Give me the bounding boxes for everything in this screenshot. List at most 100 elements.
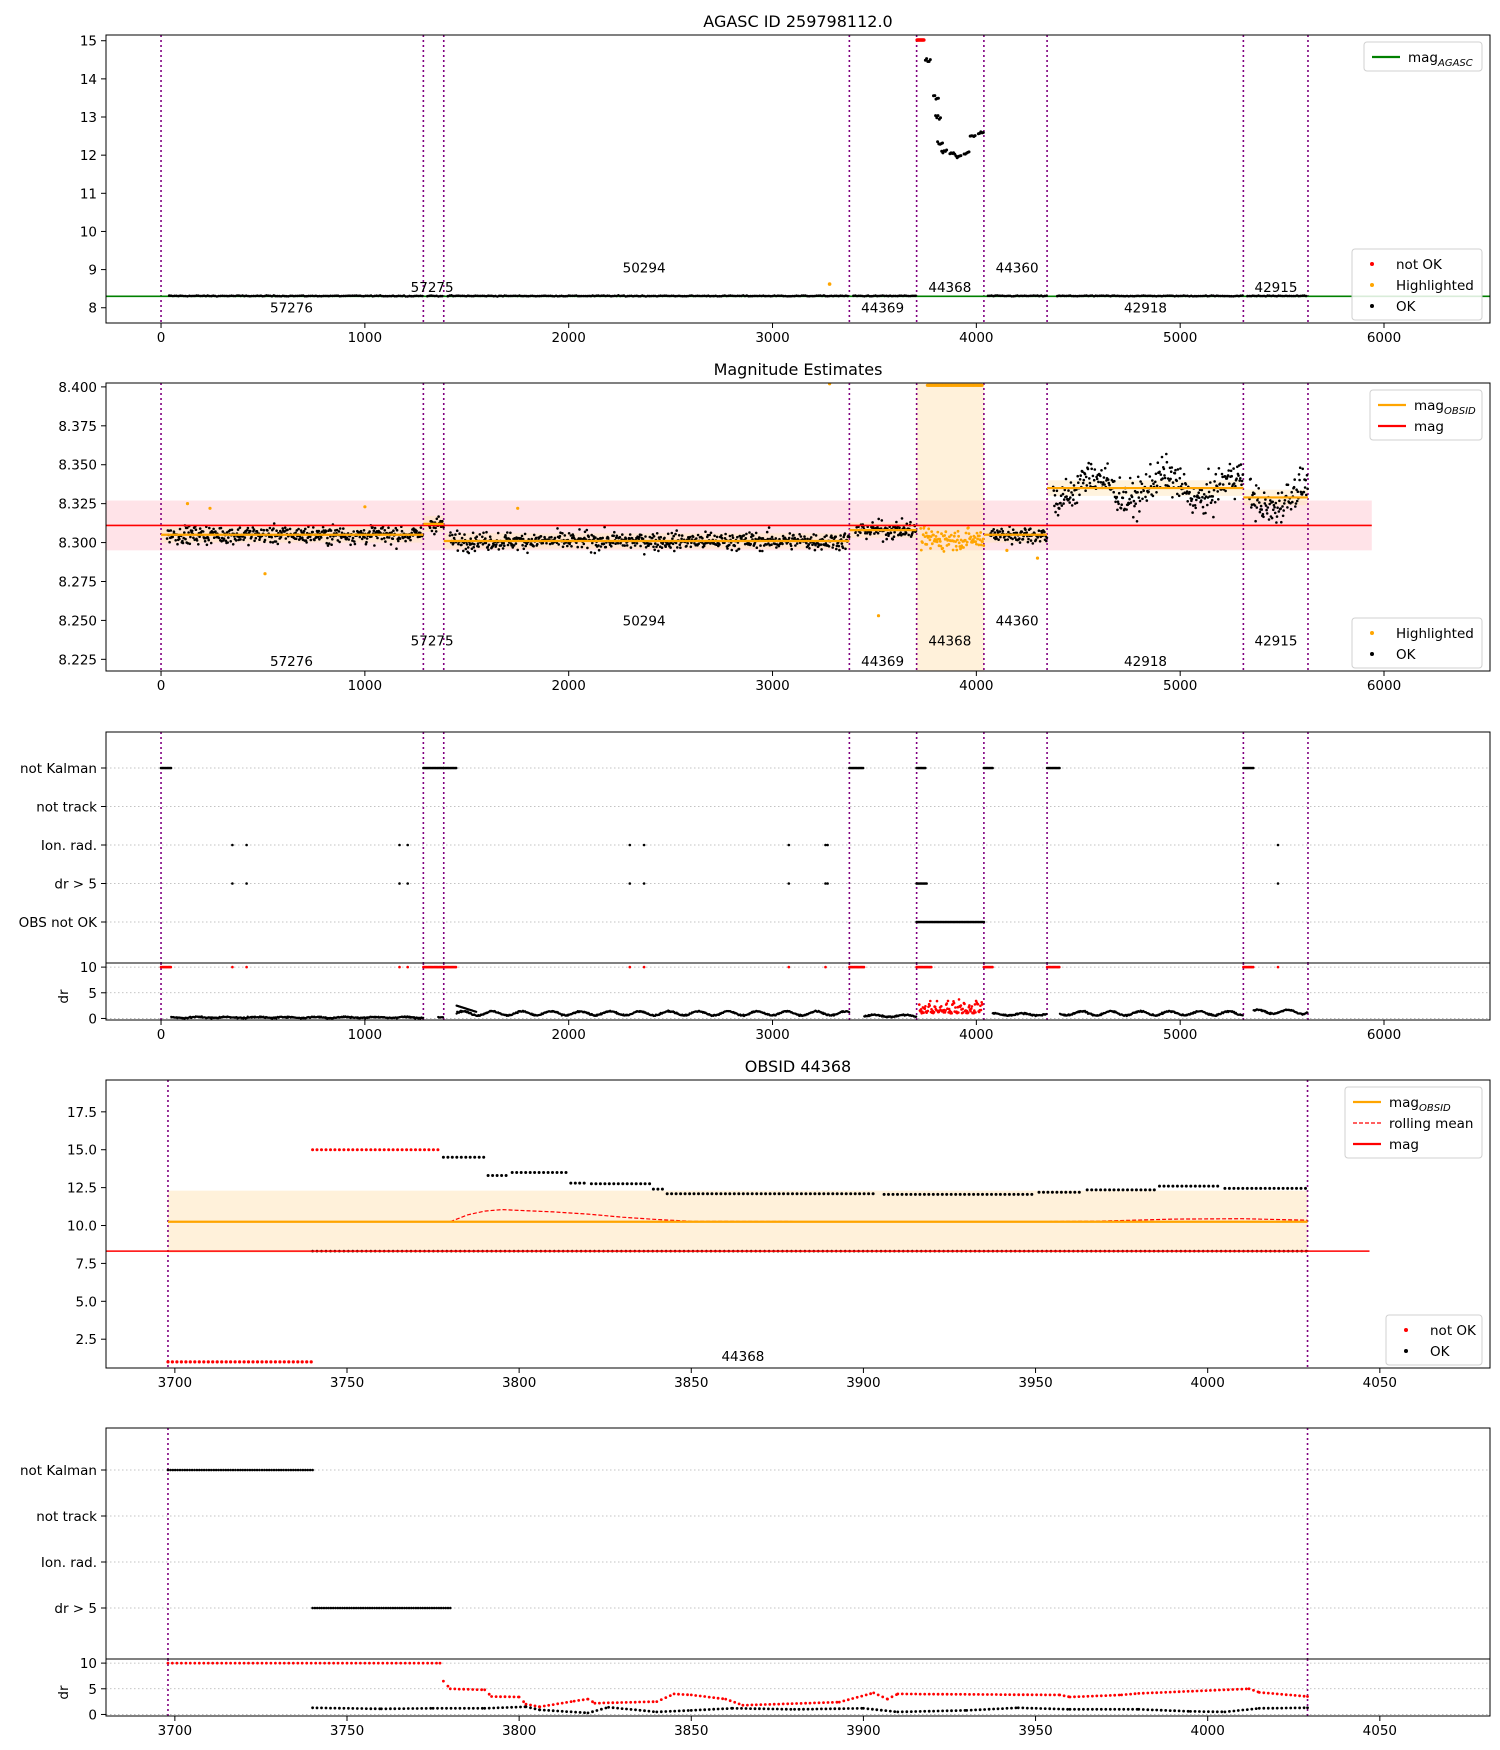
data-point — [907, 533, 910, 537]
highlighted-point — [974, 540, 978, 543]
data-point — [1262, 515, 1265, 519]
data-point — [1201, 495, 1204, 499]
chart-title: AGASC ID 259798112.0 — [703, 12, 892, 31]
data-point — [914, 294, 918, 298]
data-point — [644, 546, 648, 549]
data-point — [770, 535, 774, 539]
data-point — [1021, 294, 1025, 298]
data-point — [594, 536, 597, 539]
data-point — [449, 531, 452, 534]
data-point — [1296, 490, 1300, 494]
flag-point — [446, 1606, 450, 1610]
data-point — [1306, 487, 1309, 491]
highlighted-point — [975, 542, 978, 546]
not-ok-point — [363, 1661, 367, 1665]
data-point — [887, 534, 890, 537]
flag-point — [265, 1468, 269, 1472]
data-point — [1065, 495, 1068, 498]
data-point — [1272, 508, 1275, 512]
data-point — [752, 294, 756, 298]
data-point — [464, 547, 468, 551]
highlighted-point — [975, 531, 979, 535]
data-point — [1007, 530, 1010, 534]
data-point — [673, 549, 676, 553]
data-point — [686, 542, 689, 545]
data-point — [281, 527, 285, 530]
data-point — [630, 537, 634, 540]
not-ok-point — [494, 1695, 498, 1698]
not-ok-point — [171, 1661, 174, 1665]
flag-point — [375, 1606, 379, 1610]
not-ok-point — [503, 1695, 507, 1699]
flag-point — [178, 1468, 182, 1472]
data-point — [1088, 481, 1092, 485]
data-point — [1283, 502, 1286, 505]
data-point — [1281, 505, 1284, 508]
data-point — [530, 537, 534, 541]
data-point — [803, 537, 807, 541]
data-point — [1162, 467, 1166, 471]
flag-point — [205, 1468, 208, 1472]
data-point — [431, 294, 435, 298]
data-point — [254, 536, 258, 540]
data-point — [521, 543, 524, 547]
data-point — [497, 294, 501, 298]
data-point — [1166, 294, 1169, 298]
flag-point — [292, 1468, 295, 1472]
data-point — [1201, 505, 1205, 509]
data-point — [462, 541, 466, 545]
data-point — [718, 294, 721, 298]
data-point — [843, 532, 847, 535]
data-point — [838, 548, 841, 552]
data-point — [623, 544, 626, 547]
data-point — [864, 531, 867, 535]
data-point — [582, 294, 585, 298]
data-point — [311, 530, 315, 534]
legend-frame — [1369, 389, 1483, 441]
data-point — [536, 542, 539, 546]
data-point — [1182, 472, 1186, 476]
flag-point — [322, 1606, 326, 1610]
data-point — [1090, 467, 1093, 471]
data-point — [834, 535, 837, 538]
data-point — [1306, 1011, 1309, 1014]
data-point — [1067, 489, 1070, 492]
data-point — [718, 543, 721, 546]
data-point — [1138, 294, 1142, 298]
data-point — [329, 294, 332, 298]
data-point — [360, 537, 364, 541]
data-point — [1289, 507, 1293, 511]
data-point — [1070, 294, 1074, 298]
data-point — [520, 537, 523, 541]
data-point — [1099, 474, 1102, 478]
data-point — [601, 536, 604, 540]
data-point — [811, 543, 814, 546]
data-point — [967, 150, 971, 154]
data-point — [638, 535, 641, 539]
data-point — [317, 529, 321, 533]
data-point — [1076, 474, 1079, 478]
data-point — [936, 96, 940, 100]
data-point — [340, 294, 343, 298]
legend-label-main: mag — [1414, 419, 1444, 435]
data-point — [802, 294, 805, 297]
data-point — [1058, 507, 1061, 510]
data-point — [192, 536, 195, 540]
not-ok-point — [448, 1687, 452, 1691]
x-tick-label: 3000 — [755, 1027, 789, 1043]
data-point — [640, 533, 643, 537]
y-tick-label: 8 — [88, 301, 97, 317]
data-point — [1092, 478, 1096, 482]
data-point — [312, 526, 315, 529]
data-point — [1118, 294, 1121, 298]
not-ok-point — [928, 1004, 931, 1007]
data-point — [266, 529, 269, 532]
data-point — [591, 541, 594, 545]
data-point — [652, 535, 656, 538]
data-point — [1018, 537, 1021, 540]
not-ok-point — [385, 1661, 389, 1665]
data-point — [761, 549, 764, 553]
data-point — [408, 535, 412, 539]
flag-point — [423, 1606, 427, 1610]
data-point — [1062, 498, 1066, 501]
